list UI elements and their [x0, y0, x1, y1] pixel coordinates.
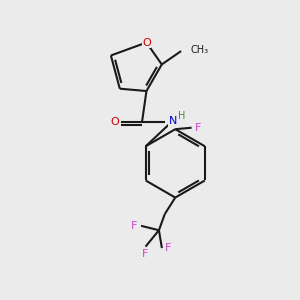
Text: O: O — [142, 38, 151, 47]
Text: CH₃: CH₃ — [190, 45, 208, 55]
Text: F: F — [131, 221, 138, 231]
Text: N: N — [168, 116, 177, 126]
Text: F: F — [142, 249, 149, 259]
Text: F: F — [165, 243, 172, 253]
Text: O: O — [110, 117, 119, 127]
Text: F: F — [195, 123, 201, 133]
Text: H: H — [178, 111, 185, 121]
